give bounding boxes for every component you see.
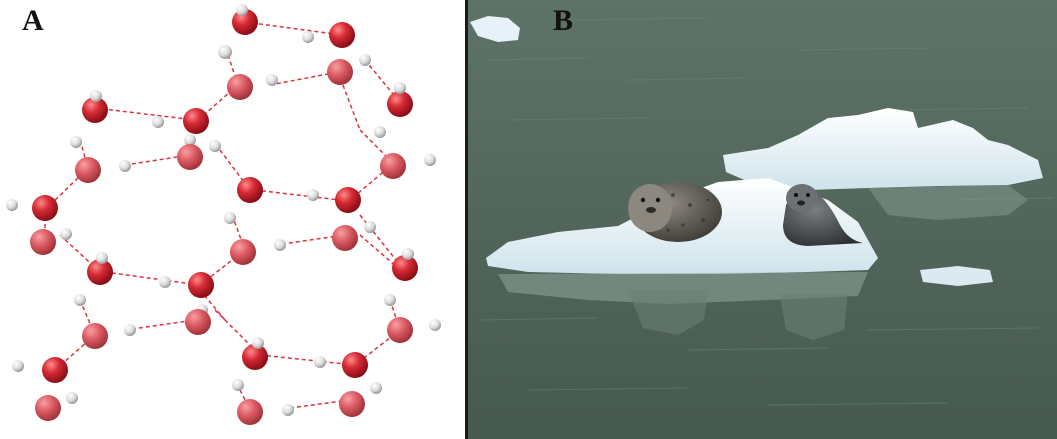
seals-photo (468, 0, 1057, 439)
small-ice-piece (920, 266, 993, 286)
water-molecules (6, 4, 441, 425)
panel-label-a: A (22, 4, 44, 37)
panel-a-ice-lattice: A (0, 0, 465, 439)
panel-divider (465, 0, 468, 439)
small-ice-chunk (470, 16, 520, 42)
seal-left (628, 182, 722, 242)
background-ice-floe (723, 108, 1043, 190)
panel-label-b: B (553, 4, 574, 37)
ice-reflection (498, 272, 868, 304)
ice-lattice-diagram (6, 4, 441, 425)
panel-b-seals-on-ice: B (468, 0, 1057, 439)
seal-right (783, 184, 863, 246)
